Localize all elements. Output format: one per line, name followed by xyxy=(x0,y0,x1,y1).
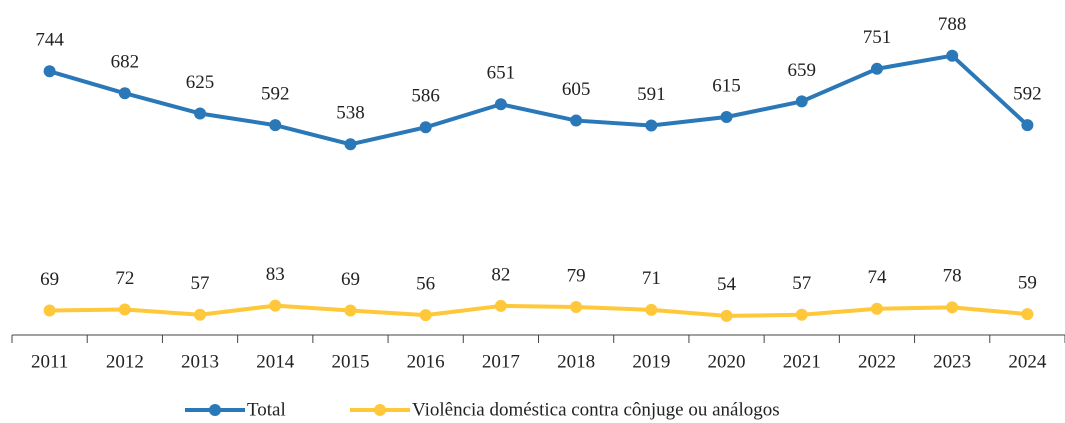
marker xyxy=(43,65,56,78)
x-tick-label: 2014 xyxy=(256,351,295,372)
data-label: 82 xyxy=(491,264,510,285)
marker xyxy=(194,308,207,321)
data-label: 651 xyxy=(487,63,516,84)
x-tick-label: 2012 xyxy=(106,351,144,372)
marker xyxy=(494,299,507,312)
x-tick-label: 2021 xyxy=(783,351,821,372)
marker xyxy=(269,299,282,312)
data-label: 682 xyxy=(111,52,140,73)
marker xyxy=(344,304,357,317)
legend-marker xyxy=(209,404,221,416)
data-label: 71 xyxy=(642,268,661,289)
marker xyxy=(1021,308,1034,321)
marker xyxy=(43,304,56,317)
marker xyxy=(118,87,131,100)
marker xyxy=(419,121,432,134)
data-label: 592 xyxy=(261,84,290,105)
data-label: 78 xyxy=(943,266,962,287)
x-tick-label: 2020 xyxy=(708,351,746,372)
data-label: 74 xyxy=(867,267,887,288)
data-label: 751 xyxy=(863,27,892,48)
data-label: 586 xyxy=(411,86,440,107)
x-tick-label: 2019 xyxy=(632,351,670,372)
marker xyxy=(570,300,583,313)
marker xyxy=(118,303,131,316)
data-label: 72 xyxy=(115,268,134,289)
x-tick-label: 2017 xyxy=(482,351,520,372)
data-label: 592 xyxy=(1013,84,1042,105)
data-label: 591 xyxy=(637,84,666,105)
data-label: 744 xyxy=(35,30,64,51)
series-line xyxy=(49,303,1028,318)
marker xyxy=(645,303,658,316)
marker xyxy=(419,309,432,322)
series-line xyxy=(49,53,1029,147)
x-tick-label: 2011 xyxy=(31,351,68,372)
x-tick-label: 2023 xyxy=(933,351,971,372)
marker xyxy=(946,49,959,62)
marker xyxy=(946,301,959,314)
legend-label: Total xyxy=(247,399,286,420)
data-label: 57 xyxy=(792,273,811,294)
data-label: 83 xyxy=(266,264,285,285)
data-label: 788 xyxy=(938,14,967,35)
marker xyxy=(194,107,207,120)
marker xyxy=(494,98,507,111)
marker xyxy=(344,138,357,151)
legend-marker xyxy=(374,404,386,416)
x-tick-label: 2015 xyxy=(331,351,369,372)
x-tick-label: 2022 xyxy=(858,351,896,372)
marker xyxy=(1021,119,1034,132)
data-label: 54 xyxy=(717,274,737,295)
data-label: 69 xyxy=(40,269,59,290)
marker xyxy=(570,114,583,127)
marker xyxy=(645,119,658,132)
data-label: 605 xyxy=(562,79,591,100)
data-label: 615 xyxy=(712,75,741,96)
legend-label: Violência doméstica contra cônjuge ou an… xyxy=(412,399,780,420)
marker xyxy=(795,308,808,321)
marker xyxy=(720,309,733,322)
x-tick-label: 2024 xyxy=(1008,351,1047,372)
marker xyxy=(870,62,883,75)
data-label: 538 xyxy=(336,103,365,124)
marker xyxy=(870,302,883,315)
x-tick-label: 2013 xyxy=(181,351,219,372)
data-label: 56 xyxy=(416,274,435,295)
data-label: 69 xyxy=(341,269,360,290)
data-label: 79 xyxy=(567,265,586,286)
marker xyxy=(720,111,733,124)
data-label: 57 xyxy=(191,273,210,294)
data-label: 625 xyxy=(186,72,215,93)
marker xyxy=(269,119,282,132)
marker xyxy=(795,95,808,108)
x-tick-label: 2018 xyxy=(557,351,595,372)
data-label: 659 xyxy=(788,60,817,81)
x-tick-label: 2016 xyxy=(407,351,445,372)
data-label: 59 xyxy=(1018,272,1037,293)
